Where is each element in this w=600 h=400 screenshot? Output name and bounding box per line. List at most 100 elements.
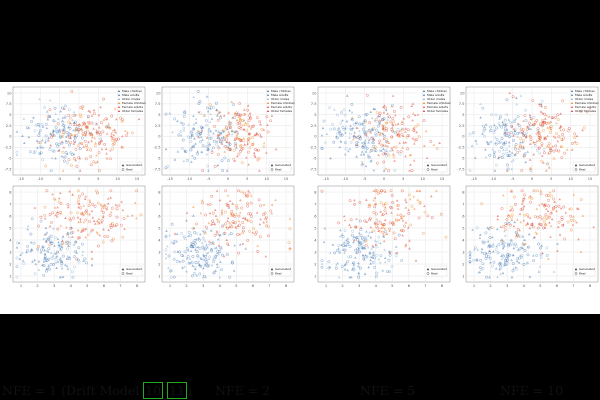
y-tick-label: -5 (313, 156, 317, 160)
y-tick-label: 5 (462, 113, 464, 117)
generated-point (248, 111, 252, 115)
real-point (538, 151, 542, 155)
generated-point (388, 251, 392, 254)
generated-point (395, 204, 399, 207)
real-point (535, 119, 539, 123)
generated-point (522, 119, 525, 122)
real-point (376, 192, 380, 195)
real-point (377, 235, 381, 239)
generated-point (502, 148, 505, 152)
citation-link-2[interactable]: 11 (167, 382, 188, 399)
generated-point (367, 265, 370, 269)
generated-point (218, 275, 221, 279)
real-point (562, 205, 566, 209)
real-point (479, 258, 483, 262)
generated-point (526, 150, 529, 153)
citation-link-1[interactable]: 10 (143, 382, 164, 399)
real-point (29, 232, 33, 236)
generated-point (96, 232, 99, 235)
generated-point (495, 245, 498, 248)
generated-point (215, 217, 219, 221)
generated-point (374, 202, 378, 205)
real-point (115, 207, 119, 211)
x-tick-label: 2 (185, 284, 187, 288)
real-point (524, 119, 528, 123)
real-point (520, 189, 524, 193)
real-point (209, 241, 213, 245)
real-point (37, 134, 41, 137)
generated-point (240, 138, 243, 141)
real-point (400, 133, 404, 137)
real-point (247, 191, 251, 195)
scatter-points (164, 89, 278, 173)
real-point (47, 247, 51, 251)
real-point (44, 237, 48, 241)
generated-point (356, 250, 360, 253)
generated-point (488, 249, 491, 252)
real-point (527, 121, 531, 125)
generated-point (532, 254, 535, 257)
generated-point (43, 233, 47, 236)
real-point (245, 194, 249, 197)
generated-point (248, 125, 251, 128)
generated-point (255, 211, 259, 214)
generated-point (185, 257, 189, 260)
generated-point (541, 202, 544, 205)
real-point (36, 247, 40, 251)
generated-point (557, 225, 560, 228)
generated-point (205, 152, 209, 156)
legend-marker (574, 164, 578, 167)
real-point (62, 131, 66, 135)
generated-point (494, 267, 498, 270)
generated-point (501, 271, 505, 275)
generated-point (386, 118, 389, 121)
generated-point (348, 136, 351, 139)
generated-point (525, 125, 529, 128)
generated-point (220, 211, 224, 214)
real-point (343, 113, 347, 117)
real-point (195, 132, 199, 136)
real-point (241, 221, 245, 225)
generated-point (577, 207, 580, 210)
generated-point (547, 166, 551, 169)
real-point (229, 223, 233, 227)
generated-point (385, 232, 389, 235)
generated-point (378, 133, 382, 136)
x-tick-label: 0 (227, 177, 230, 181)
generated-point (493, 169, 497, 172)
real-point (15, 150, 19, 154)
generated-point (215, 263, 219, 266)
generated-point (390, 146, 394, 150)
real-point (530, 197, 534, 200)
real-point (336, 131, 340, 135)
generated-point (209, 112, 212, 116)
generated-point (69, 136, 72, 139)
generated-point (488, 226, 492, 229)
generated-point (377, 229, 380, 232)
generated-point (339, 140, 343, 143)
generated-point (97, 126, 101, 129)
real-point (367, 155, 371, 159)
generated-point (202, 253, 205, 256)
generated-point (67, 235, 71, 239)
real-point (335, 136, 339, 140)
generated-point (529, 194, 532, 198)
generated-point (109, 196, 112, 199)
real-point (231, 212, 235, 216)
generated-point (226, 219, 229, 222)
real-point (259, 204, 263, 208)
real-point (111, 237, 115, 241)
legend-label: Male adults (122, 93, 140, 97)
real-point (519, 208, 523, 212)
generated-point (71, 193, 74, 196)
y-tick-label: -5 (8, 156, 12, 160)
real-point (513, 118, 517, 122)
generated-point (479, 116, 482, 119)
generated-point (199, 232, 202, 236)
generated-point (423, 204, 426, 208)
generated-point (42, 237, 45, 240)
real-point (515, 257, 519, 261)
generated-point (528, 226, 532, 230)
generated-point (67, 131, 71, 134)
